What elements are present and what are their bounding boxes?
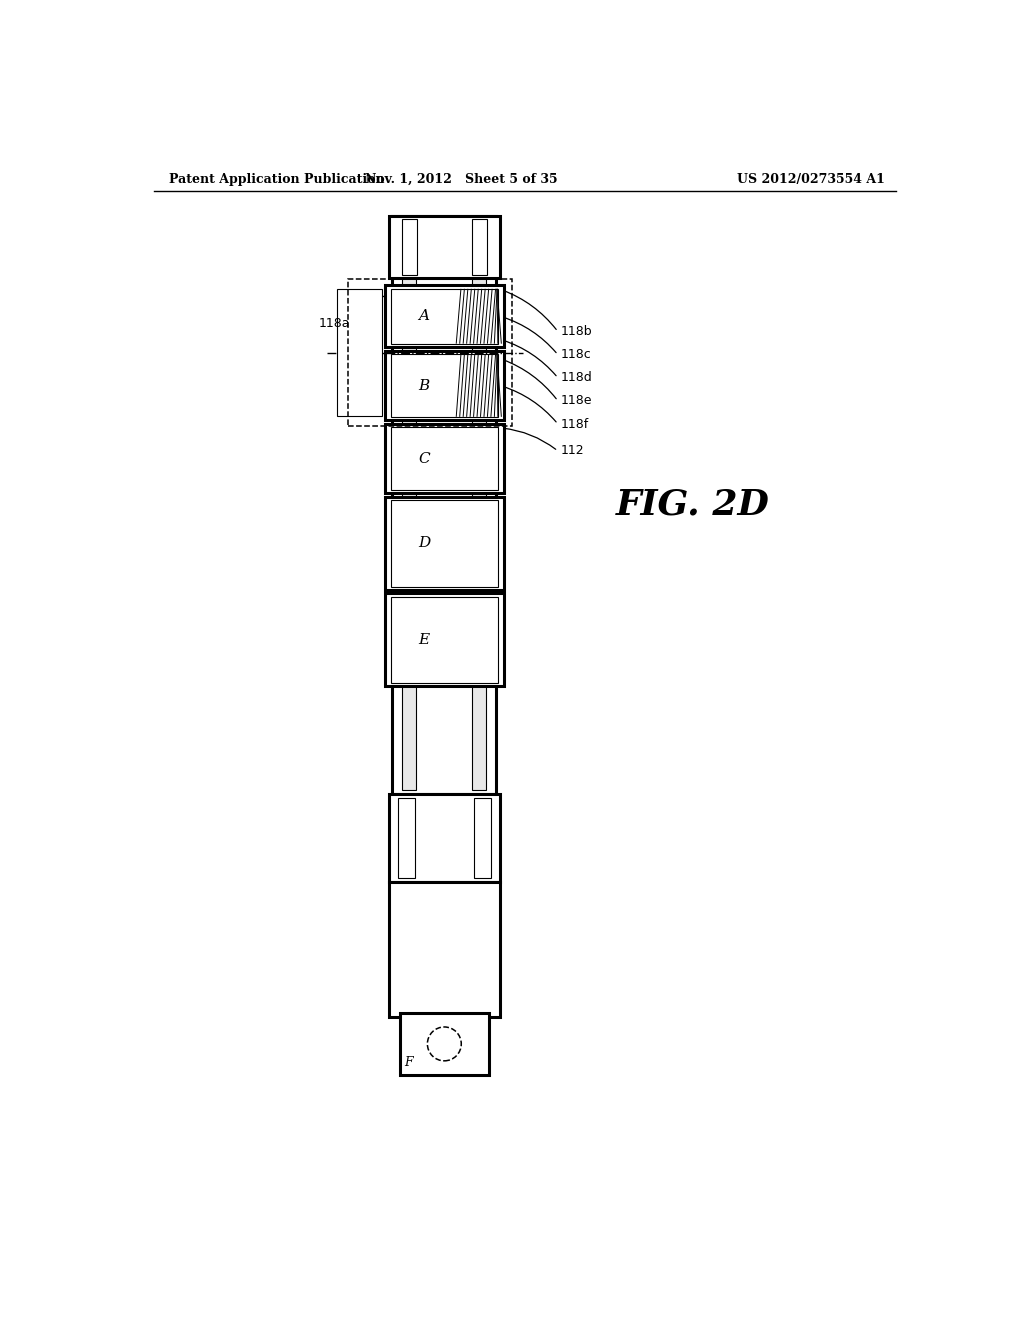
- Text: B: B: [419, 379, 430, 392]
- Bar: [391, 354, 498, 417]
- Text: D: D: [418, 536, 430, 550]
- Bar: [391, 428, 498, 490]
- Bar: [400, 1014, 488, 1074]
- Text: C: C: [418, 451, 430, 466]
- Bar: [391, 597, 498, 682]
- Bar: [401, 219, 417, 275]
- Text: Patent Application Publication: Patent Application Publication: [169, 173, 385, 186]
- FancyArrowPatch shape: [503, 428, 556, 449]
- Bar: [385, 351, 504, 420]
- FancyArrowPatch shape: [503, 317, 556, 352]
- Bar: [388, 216, 500, 277]
- Text: US 2012/0273554 A1: US 2012/0273554 A1: [737, 173, 885, 186]
- Bar: [385, 285, 504, 347]
- Text: 112: 112: [560, 445, 584, 458]
- Bar: [397, 797, 415, 878]
- Bar: [385, 594, 504, 686]
- Bar: [474, 797, 490, 878]
- Bar: [348, 280, 512, 426]
- Bar: [385, 498, 504, 590]
- Bar: [391, 500, 498, 586]
- Text: 118c: 118c: [560, 348, 591, 362]
- Bar: [388, 793, 500, 882]
- FancyArrowPatch shape: [503, 341, 556, 376]
- Bar: [388, 882, 500, 1016]
- Text: 118b: 118b: [560, 325, 592, 338]
- Bar: [402, 220, 416, 789]
- Bar: [385, 424, 504, 494]
- Bar: [337, 289, 382, 416]
- FancyArrowPatch shape: [353, 292, 401, 322]
- Text: E: E: [419, 632, 430, 647]
- Text: 118e: 118e: [560, 395, 592, 408]
- Text: 118a: 118a: [318, 317, 350, 330]
- Text: 118f: 118f: [560, 417, 589, 430]
- Circle shape: [427, 1027, 461, 1061]
- Text: A: A: [419, 309, 429, 323]
- Bar: [472, 220, 486, 789]
- Text: FIG. 2D: FIG. 2D: [615, 488, 770, 521]
- Bar: [392, 216, 497, 793]
- Bar: [391, 289, 498, 345]
- Text: 118d: 118d: [560, 371, 592, 384]
- FancyArrowPatch shape: [503, 359, 556, 399]
- Bar: [472, 219, 487, 275]
- Text: F: F: [403, 1056, 413, 1069]
- FancyArrowPatch shape: [503, 290, 556, 330]
- FancyArrowPatch shape: [503, 387, 556, 422]
- Text: Nov. 1, 2012   Sheet 5 of 35: Nov. 1, 2012 Sheet 5 of 35: [366, 173, 558, 186]
